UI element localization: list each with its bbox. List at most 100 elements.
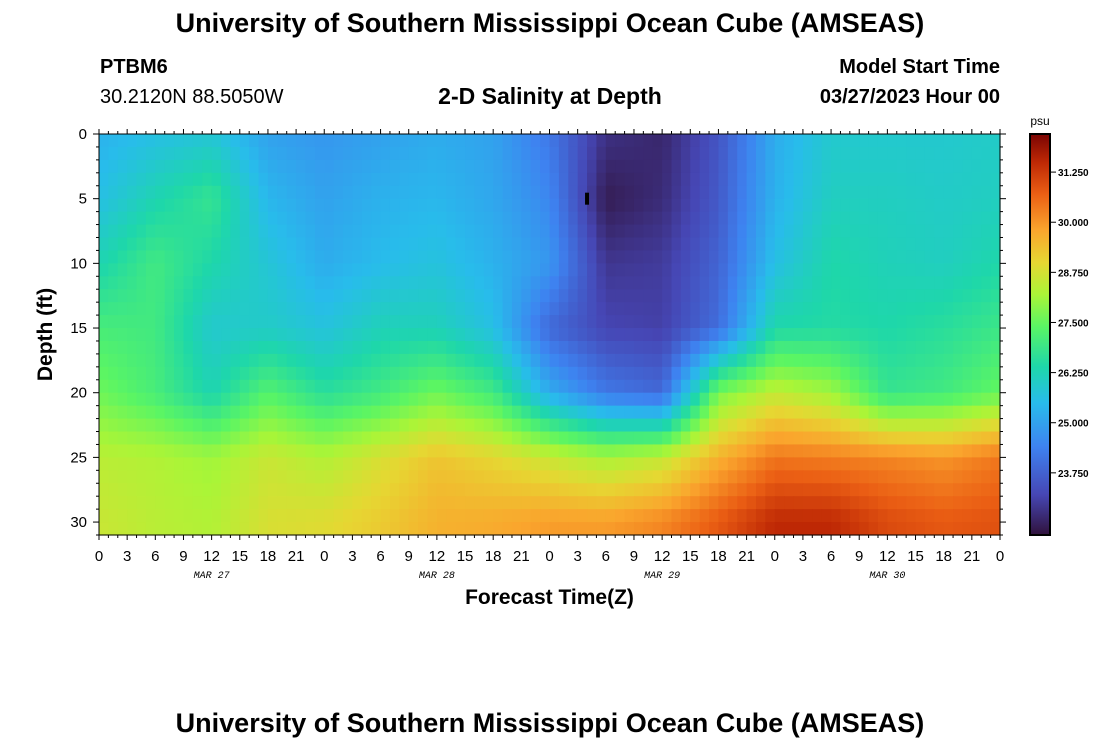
- heatmap-cell: [868, 405, 879, 420]
- heatmap-cell: [136, 302, 147, 316]
- heatmap-cell: [239, 134, 250, 148]
- heatmap-cell: [258, 431, 269, 446]
- heatmap-cell: [117, 379, 128, 394]
- heatmap-cell: [493, 263, 504, 277]
- heatmap-cell: [755, 159, 766, 174]
- heatmap-cell: [502, 366, 513, 381]
- heatmap-cell: [296, 289, 307, 303]
- heatmap-cell: [633, 263, 644, 277]
- heatmap-cell: [455, 146, 466, 161]
- heatmap-cell: [418, 340, 429, 355]
- heatmap-cell: [455, 340, 466, 355]
- heatmap-cell: [849, 198, 860, 213]
- heatmap-cell: [530, 263, 541, 277]
- colorbar-tick-label: 27.500: [1058, 318, 1089, 329]
- heatmap-cell: [183, 405, 194, 420]
- heatmap-cell: [343, 172, 354, 187]
- heatmap-cell: [633, 470, 644, 484]
- heatmap-cell: [305, 366, 316, 381]
- heatmap-cell: [408, 522, 419, 536]
- heatmap-cell: [202, 250, 213, 264]
- heatmap-cell: [887, 315, 898, 329]
- heatmap-cell: [821, 483, 832, 497]
- heatmap-cell: [455, 522, 466, 536]
- heatmap-cell: [267, 146, 278, 161]
- heatmap-cell: [652, 315, 663, 329]
- heatmap-cell: [802, 289, 813, 303]
- heatmap-cell: [267, 159, 278, 174]
- heatmap-cell: [690, 263, 701, 277]
- heatmap-cell: [408, 431, 419, 446]
- heatmap-cell: [624, 509, 635, 523]
- heatmap-cell: [352, 172, 363, 187]
- heatmap-cell: [136, 146, 147, 161]
- heatmap-cell: [427, 379, 438, 394]
- heatmap-cell: [211, 431, 222, 446]
- heatmap-cell: [465, 457, 476, 471]
- heatmap-cell: [680, 198, 691, 213]
- heatmap-cell: [446, 289, 457, 303]
- heatmap-cell: [953, 146, 964, 161]
- heatmap-cell: [718, 276, 729, 290]
- heatmap-cell: [652, 276, 663, 290]
- heatmap-cell: [840, 289, 851, 303]
- heatmap-cell: [446, 496, 457, 510]
- heatmap-cell: [774, 483, 785, 497]
- heatmap-cell: [155, 366, 166, 381]
- heatmap-cell: [568, 211, 579, 226]
- heatmap-cell: [277, 418, 288, 433]
- footer-title: University of Southern Mississippi Ocean…: [175, 708, 925, 738]
- heatmap-cell: [924, 522, 935, 536]
- heatmap-cell: [558, 263, 569, 277]
- heatmap-cell: [990, 418, 1001, 433]
- heatmap-cell: [164, 431, 175, 446]
- heatmap-cell: [680, 366, 691, 381]
- heatmap-cell: [511, 263, 522, 277]
- heatmap-cell: [877, 457, 888, 471]
- heatmap-cell: [314, 379, 325, 394]
- heatmap-cell: [924, 276, 935, 290]
- heatmap-cell: [624, 263, 635, 277]
- heatmap-cell: [840, 134, 851, 148]
- heatmap-cell: [380, 444, 391, 458]
- heatmap-cell: [962, 289, 973, 303]
- heatmap-cell: [239, 444, 250, 458]
- heatmap-cell: [812, 146, 823, 161]
- heatmap-cell: [709, 328, 720, 342]
- heatmap-cell: [924, 224, 935, 239]
- heatmap-cell: [953, 159, 964, 174]
- heatmap-cell: [924, 328, 935, 342]
- heatmap-cell: [924, 172, 935, 187]
- heatmap-cell: [746, 211, 757, 226]
- heatmap-cell: [136, 224, 147, 239]
- heatmap-cell: [774, 315, 785, 329]
- heatmap-cell: [690, 340, 701, 355]
- heatmap-cell: [990, 237, 1001, 252]
- heatmap-cell: [164, 198, 175, 213]
- heatmap-cell: [633, 315, 644, 329]
- heatmap-cell: [296, 457, 307, 471]
- heatmap-cell: [418, 444, 429, 458]
- heatmap-cell: [202, 263, 213, 277]
- y-tick-label: 15: [70, 320, 87, 337]
- heatmap-cell: [737, 250, 748, 264]
- heatmap-cell: [221, 276, 231, 290]
- heatmap-cell: [643, 146, 654, 161]
- heatmap-cell: [192, 470, 203, 484]
- heatmap-cell: [662, 444, 673, 458]
- heatmap-cell: [596, 444, 607, 458]
- heatmap-cell: [962, 470, 973, 484]
- heatmap-cell: [624, 146, 635, 161]
- heatmap-cell: [558, 405, 569, 420]
- heatmap-cell: [371, 392, 382, 407]
- heatmap-cell: [314, 405, 325, 420]
- heatmap-cell: [202, 366, 213, 381]
- heatmap-cell: [755, 418, 766, 433]
- heatmap-cell: [286, 146, 297, 161]
- heatmap-cell: [981, 185, 992, 200]
- heatmap-cell: [530, 276, 541, 290]
- heatmap-cell: [408, 211, 419, 226]
- heatmap-cell: [183, 315, 194, 329]
- heatmap-cell: [953, 263, 964, 277]
- heatmap-cell: [709, 509, 720, 523]
